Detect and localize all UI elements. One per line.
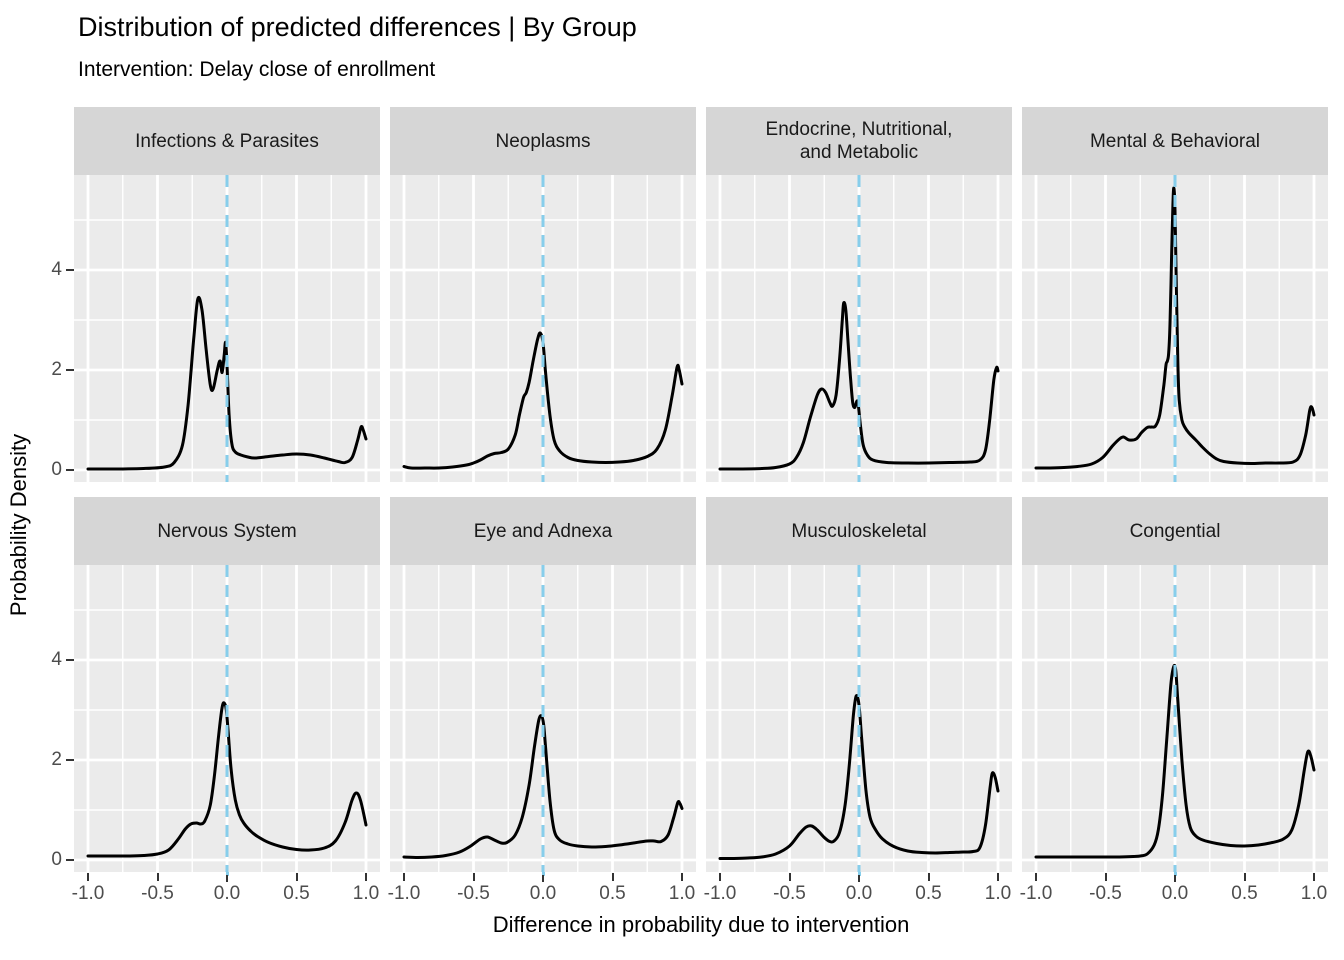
facet-strip-neoplasms: Neoplasms	[390, 107, 696, 175]
x-tick-label: 0.5	[1231, 883, 1258, 904]
density-plot-svg	[706, 175, 1012, 482]
x-tick-label: -0.5	[773, 883, 806, 904]
y-tick-mark	[66, 269, 74, 271]
facet-panel-nervous-system	[74, 565, 380, 872]
facet-strip-label: Musculoskeletal	[791, 520, 927, 542]
density-plot-svg	[74, 175, 380, 482]
x-tick-label: 0.0	[529, 883, 557, 904]
density-plot-svg	[74, 565, 380, 872]
y-tick-label: 2	[51, 359, 62, 380]
x-axis-title: Difference in probability due to interve…	[492, 912, 910, 937]
facet-strip-label: Congential	[1129, 520, 1221, 542]
x-tick-mark	[927, 873, 930, 881]
facet-strip-nervous-system: Nervous System	[74, 497, 380, 565]
x-tick-label: -0.5	[141, 883, 174, 904]
y-tick-label: 0	[51, 459, 62, 480]
facet-strip-label: Eye and Adnexa	[473, 520, 613, 542]
facet-strip-musculoskeletal: Musculoskeletal	[706, 497, 1012, 565]
y-tick-label: 4	[51, 259, 62, 280]
y-tick-mark	[66, 859, 74, 861]
x-tick-mark	[542, 875, 544, 882]
x-tick-mark	[1104, 873, 1107, 881]
facet-strip-congential: Congential	[1022, 497, 1328, 565]
facet-panel-musculoskeletal	[706, 565, 1012, 872]
facet-strip-label: Endocrine, Nutritional, and Metabolic	[765, 119, 953, 163]
x-tick-label: 0.5	[599, 883, 626, 904]
x-tick-mark	[365, 873, 367, 881]
facet-panel-eye-and-adnexa	[390, 565, 696, 872]
facet-strip-label: Neoplasms	[495, 130, 591, 152]
reference-line-tick	[857, 872, 861, 876]
x-tick-label: -1.0	[71, 883, 105, 904]
x-tick-label: 0.0	[213, 883, 241, 904]
x-tick-label: -1.0	[387, 883, 421, 904]
facet-strip-eye-and-adnexa: Eye and Adnexa	[390, 497, 696, 565]
facet-strip-mental-behavioral: Mental & Behavioral	[1022, 107, 1328, 175]
facet-panel-congential	[1022, 565, 1328, 872]
x-tick-label: 0.0	[1161, 883, 1189, 904]
x-tick-label: -0.5	[1089, 883, 1122, 904]
y-tick-mark	[66, 759, 74, 761]
facet-strip-infections-parasites: Infections & Parasites	[74, 107, 380, 175]
y-tick-label: 0	[51, 849, 62, 870]
x-tick-label: 1.0	[984, 883, 1012, 904]
plot-title: Distribution of predicted differences | …	[78, 12, 637, 42]
facet-panel-neoplasms	[390, 175, 696, 482]
x-tick-label: 1.0	[352, 883, 380, 904]
x-tick-mark	[295, 873, 298, 881]
x-tick-label: -1.0	[1019, 883, 1053, 904]
x-tick-mark	[788, 873, 791, 881]
x-tick-label: 0.5	[283, 883, 310, 904]
facet-panel-mental-behavioral	[1022, 175, 1328, 482]
reference-line-tick	[225, 872, 229, 876]
reference-line-tick	[1173, 872, 1177, 876]
x-tick-label: -1.0	[703, 883, 737, 904]
x-tick-label: 0.0	[845, 883, 873, 904]
facet-panel-endocrine-nutritional-and-metabolic	[706, 175, 1012, 482]
density-curve	[1034, 663, 1316, 859]
density-curve	[1034, 186, 1316, 470]
facet-strip-label: Nervous System	[157, 520, 297, 542]
x-tick-mark	[611, 873, 614, 881]
x-tick-mark	[87, 873, 89, 881]
y-tick-mark	[66, 469, 74, 471]
x-tick-mark	[1174, 875, 1176, 882]
x-tick-label: 1.0	[668, 883, 696, 904]
x-tick-mark	[156, 873, 159, 881]
density-curve	[402, 331, 684, 470]
density-plot-svg	[706, 565, 1012, 872]
y-tick-mark	[66, 369, 74, 371]
plot-subtitle: Intervention: Delay close of enrollment	[78, 58, 436, 81]
x-tick-mark	[1313, 873, 1315, 881]
x-tick-mark	[472, 873, 475, 881]
x-tick-mark	[226, 875, 228, 882]
x-tick-mark	[719, 873, 721, 881]
density-plot-svg	[390, 175, 696, 482]
x-tick-mark	[1035, 873, 1037, 881]
x-tick-label: 0.5	[915, 883, 942, 904]
x-tick-mark	[1243, 873, 1246, 881]
reference-line-tick	[541, 872, 545, 876]
facet-strip-label: Mental & Behavioral	[1089, 130, 1261, 152]
density-plot-svg	[390, 565, 696, 872]
density-curve	[718, 301, 1000, 471]
density-plot-svg	[1022, 565, 1328, 872]
y-axis-title: Probability Density	[6, 433, 31, 617]
x-tick-mark	[403, 873, 405, 881]
x-tick-mark	[858, 875, 860, 882]
x-tick-mark	[997, 873, 999, 881]
density-curve	[402, 714, 684, 859]
x-tick-label: 1.0	[1300, 883, 1328, 904]
facet-strip-label: Infections & Parasites	[135, 130, 319, 152]
y-tick-label: 2	[51, 749, 62, 770]
y-tick-label: 4	[51, 649, 62, 670]
facet-panel-infections-parasites	[74, 175, 380, 482]
x-tick-label: -0.5	[457, 883, 490, 904]
density-plot-svg	[1022, 175, 1328, 482]
facet-strip-endocrine-nutritional-and-metabolic: Endocrine, Nutritional, and Metabolic	[706, 107, 1012, 175]
x-tick-mark	[681, 873, 683, 881]
y-tick-mark	[66, 659, 74, 661]
